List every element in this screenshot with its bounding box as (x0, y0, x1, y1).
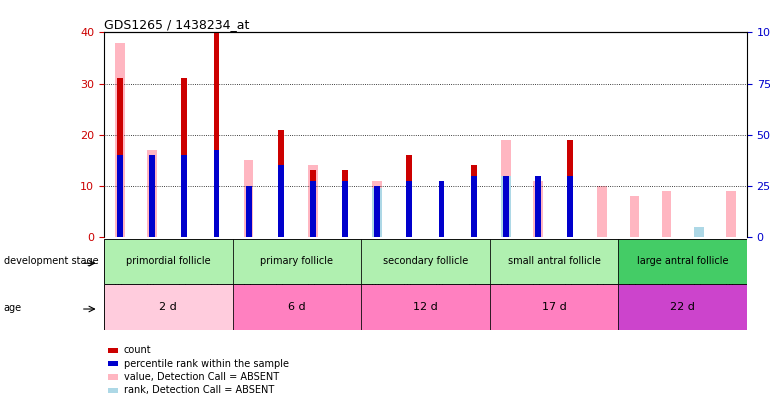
Bar (233, 239, 361, 284)
Bar (618, 239, 747, 284)
Bar (726, 191, 735, 237)
Bar (407, 181, 412, 237)
Bar (310, 181, 316, 237)
Bar (361, 284, 490, 330)
Bar (213, 150, 219, 237)
Text: count: count (124, 345, 152, 355)
Text: primordial follicle: primordial follicle (126, 256, 210, 266)
Text: development stage: development stage (4, 256, 99, 266)
Bar (182, 79, 187, 237)
Bar (503, 176, 509, 237)
Bar (308, 165, 318, 237)
Text: secondary follicle: secondary follicle (383, 256, 468, 266)
Bar (342, 171, 348, 237)
Bar (213, 32, 219, 237)
Text: value, Detection Call = ABSENT: value, Detection Call = ABSENT (124, 372, 279, 382)
Text: 6 d: 6 d (288, 302, 306, 312)
Bar (233, 284, 361, 330)
Bar (533, 181, 543, 237)
Bar (373, 188, 382, 237)
Text: age: age (4, 303, 22, 313)
Bar (694, 227, 704, 237)
Text: 12 d: 12 d (413, 302, 438, 312)
Text: percentile rank within the sample: percentile rank within the sample (124, 359, 289, 369)
Bar (361, 239, 490, 284)
Bar (501, 176, 511, 237)
Bar (661, 191, 671, 237)
Bar (246, 186, 252, 237)
Bar (374, 186, 380, 237)
Bar (470, 176, 477, 237)
Bar (567, 140, 573, 237)
Bar (342, 181, 348, 237)
Bar (490, 284, 618, 330)
Bar (598, 186, 607, 237)
Bar (439, 181, 444, 237)
Text: primary follicle: primary follicle (260, 256, 333, 266)
Bar (244, 160, 253, 237)
Bar (470, 165, 477, 237)
Text: 17 d: 17 d (541, 302, 567, 312)
Bar (117, 79, 123, 237)
Bar (501, 140, 511, 237)
Text: 22 d: 22 d (670, 302, 695, 312)
Bar (535, 176, 541, 237)
Bar (149, 155, 155, 237)
Text: large antral follicle: large antral follicle (637, 256, 728, 266)
Bar (407, 155, 412, 237)
Bar (117, 155, 123, 237)
Text: rank, Detection Call = ABSENT: rank, Detection Call = ABSENT (124, 386, 274, 395)
Bar (278, 130, 283, 237)
Bar (104, 284, 233, 330)
Bar (310, 171, 316, 237)
Bar (278, 165, 283, 237)
Bar (182, 155, 187, 237)
Bar (373, 181, 382, 237)
Bar (116, 43, 125, 237)
Bar (439, 181, 444, 237)
Text: 2 d: 2 d (159, 302, 177, 312)
Bar (567, 176, 573, 237)
Bar (147, 150, 157, 237)
Bar (630, 196, 639, 237)
Bar (490, 239, 618, 284)
Text: small antral follicle: small antral follicle (507, 256, 601, 266)
Text: GDS1265 / 1438234_at: GDS1265 / 1438234_at (104, 18, 249, 31)
Bar (618, 284, 747, 330)
Bar (104, 239, 233, 284)
